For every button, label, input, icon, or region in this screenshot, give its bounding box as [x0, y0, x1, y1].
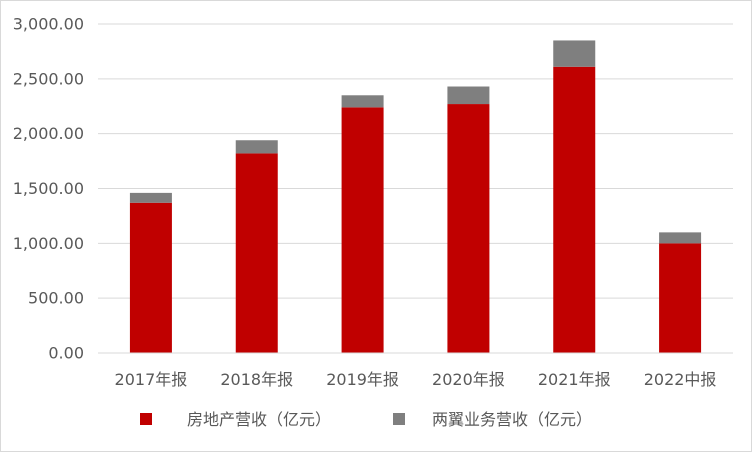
bar-two-wings	[553, 40, 596, 67]
legend-label-real-estate: 房地产营收（亿元）	[187, 410, 331, 429]
y-tick-label: 1,500.00	[13, 179, 84, 198]
bar-two-wings	[447, 86, 490, 105]
x-tick-label: 2020年报	[432, 370, 505, 389]
legend-label-two-wings: 两翼业务营收（亿元）	[432, 410, 592, 429]
y-tick-label: 500.00	[28, 289, 84, 308]
bar-real-estate	[341, 107, 384, 353]
y-tick-label: 0.00	[48, 344, 84, 363]
y-tick-label: 1,000.00	[13, 234, 84, 253]
bar-real-estate	[659, 243, 702, 353]
x-tick-label: 2021年报	[538, 370, 611, 389]
y-tick-label: 3,000.00	[13, 15, 84, 34]
bar-real-estate	[235, 153, 278, 353]
bars	[129, 40, 702, 354]
bar-two-wings	[235, 140, 278, 154]
x-tick-label: 2022中报	[644, 370, 717, 389]
legend-swatch-two-wings	[393, 413, 405, 425]
bar-two-wings	[129, 192, 172, 203]
bar-real-estate	[447, 104, 490, 353]
bar-real-estate	[129, 202, 172, 353]
y-tick-label: 2,500.00	[13, 69, 84, 88]
bar-two-wings	[341, 95, 384, 108]
x-tick-label: 2018年报	[220, 370, 293, 389]
legend: 房地产营收（亿元） 两翼业务营收（亿元）	[140, 410, 592, 429]
y-tick-label: 2,000.00	[13, 124, 84, 143]
x-tick-label: 2017年报	[115, 370, 188, 389]
legend-swatch-real-estate	[140, 413, 152, 425]
bar-real-estate	[553, 66, 596, 354]
gridlines	[98, 23, 733, 299]
x-tick-label: 2019年报	[326, 370, 399, 389]
bar-two-wings	[659, 232, 702, 244]
axes: 0.00 500.00 1,000.00 1,500.00 2,000.00 2,500.…	[13, 15, 733, 389]
